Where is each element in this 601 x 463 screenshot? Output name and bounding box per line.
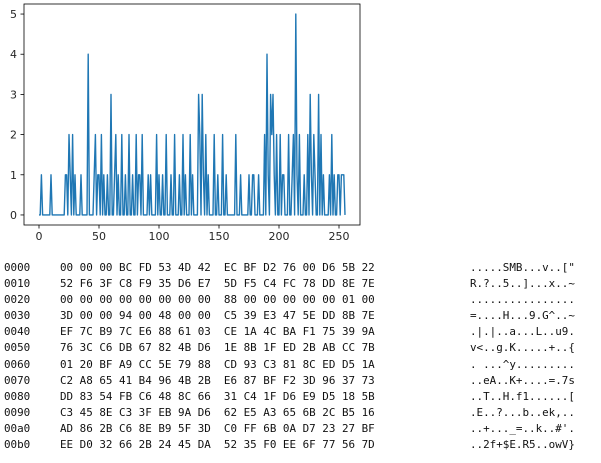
x-tick-label: 100 [149, 230, 170, 243]
hex-row: 00b0 EE D0 32 66 2B 24 45 DA 52 35 F0 EE … [4, 437, 600, 453]
hex-bytes: C2 A8 65 41 B4 96 4B 2B E6 87 BF F2 3D 9… [60, 373, 375, 387]
hex-offset: 0010 [4, 277, 31, 291]
hex-bytes: DD 83 54 FB C6 48 8C 66 31 C4 1F D6 E9 D… [60, 389, 375, 403]
hex-ascii: ..2f+$E.R5..owV} [470, 438, 575, 452]
hex-offset: 0030 [4, 309, 31, 323]
hex-ascii: =....H...9.G^..~ [470, 309, 575, 323]
y-tick-label: 4 [10, 48, 17, 61]
x-tick-label: 250 [329, 230, 350, 243]
hex-ascii: .....SMB...v..[" [470, 261, 575, 274]
y-tick-label: 2 [10, 129, 17, 142]
plot-frame [23, 3, 361, 226]
hex-row: 0060 01 20 BF A9 CC 5E 79 88 CD 93 C3 81 … [4, 357, 600, 373]
hex-row: 0090 C3 45 8E C3 3F EB 9A D6 62 E5 A3 65 … [4, 405, 600, 421]
y-tick-label: 0 [10, 209, 17, 222]
hex-bytes: EF 7C B9 7C E6 88 61 03 CE 1A 4C BA F1 7… [60, 325, 375, 339]
series-line-0 [39, 13, 346, 216]
hex-row: 00a0 AD 86 2B C6 8E B9 5F 3D C0 FF 6B 0A … [4, 421, 600, 437]
line-chart: 0 50 100 150 200 250 0 1 2 3 4 5 [10, 3, 361, 243]
hex-row: 0080 DD 83 54 FB C6 48 8C 66 31 C4 1F D6 … [4, 389, 600, 405]
hex-row: 0030 3D 00 00 94 00 48 00 00 C5 39 E3 47 … [4, 308, 600, 324]
hex-offset: 00a0 [4, 421, 31, 435]
hex-ascii: ..+..._=..k..#'. [470, 421, 575, 435]
hex-ascii: ..T..H.f1......[ [470, 389, 575, 403]
hex-ascii: . ...^y......... [470, 357, 575, 371]
hex-bytes: EE D0 32 66 2B 24 45 DA 52 35 F0 EE 6F 7… [60, 438, 375, 452]
hex-row: 0070 C2 A8 65 41 B4 96 4B 2B E6 87 BF F2 … [4, 373, 600, 389]
hex-offset: 0020 [4, 293, 31, 307]
hex-ascii: v<..g.K.....+..{ [470, 341, 575, 355]
hex-offset: 00b0 [4, 438, 31, 452]
hex-ascii: .|.|..a...L..u9. [470, 325, 575, 339]
hex-bytes: 00 00 00 00 00 00 00 00 88 00 00 00 00 0… [60, 293, 375, 307]
hex-row: 0020 00 00 00 00 00 00 00 00 88 00 00 00 … [4, 292, 600, 308]
y-tick-label: 1 [10, 169, 17, 182]
hex-bytes: 00 00 00 BC FD 53 4D 42 EC BF D2 76 00 D… [60, 261, 375, 274]
hex-offset: 0050 [4, 341, 31, 355]
hex-offset: 0080 [4, 389, 31, 403]
hex-ascii: .E..?...b..ek,.. [470, 405, 575, 419]
x-tick-label: 200 [269, 230, 290, 243]
hex-row: 0050 76 3C C6 DB 67 82 4B D6 1E 8B 1F ED … [4, 340, 600, 356]
y-tick-label: 3 [10, 88, 17, 101]
hex-ascii: ................ [470, 293, 575, 307]
hex-ascii: ..eA..K+....=.7s [470, 373, 575, 387]
hex-offset: 0000 [4, 261, 31, 274]
x-tick-label: 50 [92, 230, 106, 243]
plot-area: 0 50 100 150 200 250 0 1 2 3 4 5 [10, 3, 361, 243]
hex-row: 0010 52 F6 3F C8 F9 35 D6 E7 5D F5 C4 FC … [4, 276, 600, 292]
hex-offset: 0070 [4, 373, 31, 387]
hex-bytes: C3 45 8E C3 3F EB 9A D6 62 E5 A3 65 6B 2… [60, 405, 375, 419]
hex-ascii: R.?..5..]...x..~ [470, 277, 575, 291]
hex-row: 0040 EF 7C B9 7C E6 88 61 03 CE 1A 4C BA … [4, 324, 600, 340]
hex-bytes: 01 20 BF A9 CC 5E 79 88 CD 93 C3 81 8C E… [60, 357, 375, 371]
hex-row: 0000 00 00 00 BC FD 53 4D 42 EC BF D2 76 … [4, 260, 600, 276]
x-tick-label: 0 [36, 230, 43, 243]
hex-dump: 0000 00 00 00 BC FD 53 4D 42 EC BF D2 76 … [4, 260, 600, 453]
hex-bytes: AD 86 2B C6 8E B9 5F 3D C0 FF 6B 0A D7 2… [60, 421, 375, 435]
hex-bytes: 76 3C C6 DB 67 82 4B D6 1E 8B 1F ED 2B A… [60, 341, 375, 355]
hex-offset: 0090 [4, 405, 31, 419]
hex-offset: 0060 [4, 357, 31, 371]
x-tick-label: 150 [209, 230, 230, 243]
hex-bytes: 3D 00 00 94 00 48 00 00 C5 39 E3 47 5E D… [60, 309, 375, 323]
hex-bytes: 52 F6 3F C8 F9 35 D6 E7 5D F5 C4 FC 78 D… [60, 277, 375, 291]
y-tick-label: 5 [10, 8, 17, 21]
hex-offset: 0040 [4, 325, 31, 339]
